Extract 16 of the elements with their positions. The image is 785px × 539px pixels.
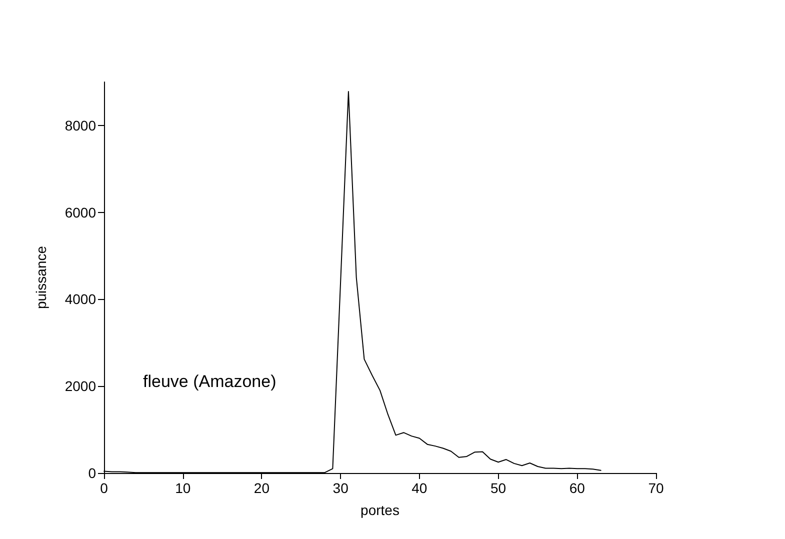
y-tick-label: 6000 <box>64 204 96 220</box>
x-tick-label: 60 <box>569 480 586 496</box>
y-tick-label: 0 <box>88 465 96 481</box>
y-tick-label: 2000 <box>64 378 96 394</box>
x-tick-label: 0 <box>100 480 108 496</box>
y-tick-label: 8000 <box>64 117 96 134</box>
x-tick-label: 20 <box>254 480 270 496</box>
y-tick-label: 4000 <box>64 291 96 308</box>
annotation: fleuve (Amazone) <box>143 372 276 391</box>
y-axis-title: puissance <box>33 246 49 310</box>
x-tick-label: 10 <box>175 480 191 496</box>
x-tick-label: 40 <box>412 480 428 496</box>
x-tick-label: 50 <box>490 480 506 496</box>
x-axis-title: portes <box>360 502 400 518</box>
x-tick-label: 30 <box>332 480 349 496</box>
x-tick-label: 70 <box>648 480 664 496</box>
